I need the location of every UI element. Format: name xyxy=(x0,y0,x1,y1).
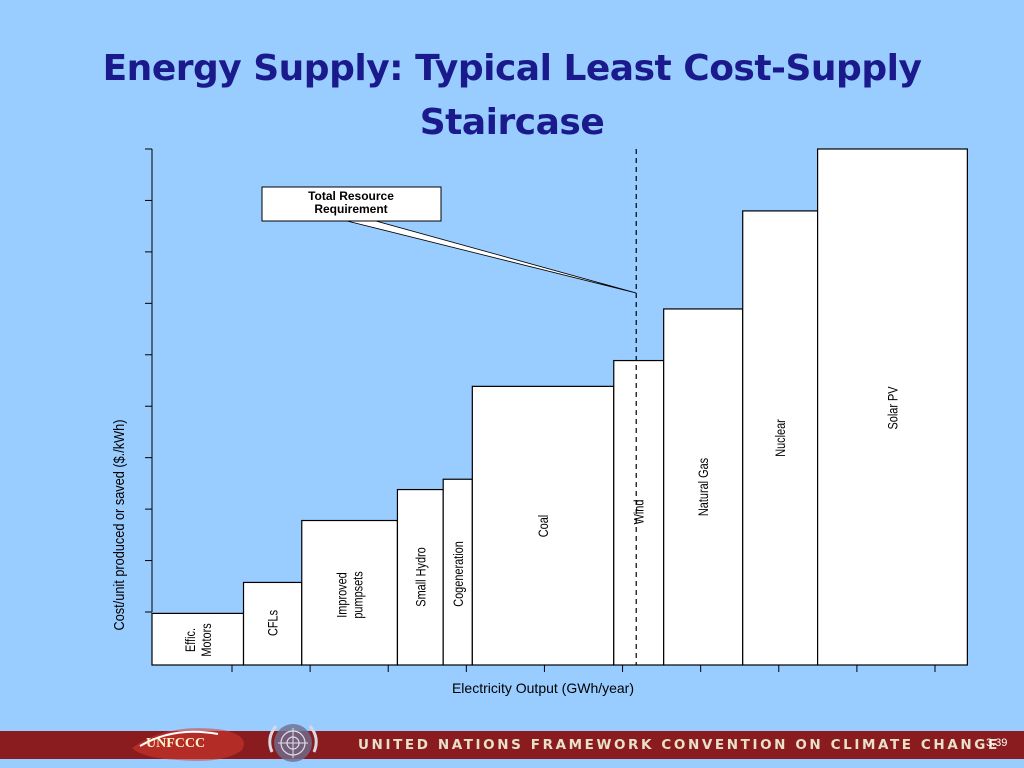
annotation-label: Total Resource Requirement xyxy=(308,189,394,216)
bar-label-line: Small Hydro xyxy=(413,547,429,606)
bar-wind xyxy=(613,359,665,666)
page-title-line2: Staircase xyxy=(419,102,605,143)
annotation-pointer xyxy=(334,217,637,294)
footer-text: UNITED NATIONS FRAMEWORK CONVENTION ON C… xyxy=(358,737,1000,753)
annotation-box xyxy=(261,186,442,222)
bar-label-line: pumpsets xyxy=(350,571,366,618)
bar-label: Effic.Motors xyxy=(182,623,214,656)
bar-label-line: Cogeneration xyxy=(450,541,466,607)
bar-label-line: Effic. xyxy=(182,628,198,652)
bar-small-hydro xyxy=(396,488,444,666)
bar-natural-gas xyxy=(663,308,744,666)
bar-label: Nuclear xyxy=(773,419,789,457)
bar-label: Improvedpumpsets xyxy=(334,571,366,618)
bar-label: Wind xyxy=(631,500,647,525)
bar-label: CFLs xyxy=(265,610,281,636)
y-axis-label: Cost/unit produced or saved ($./kWh) xyxy=(110,420,127,631)
bar-label-line: Coal xyxy=(536,515,552,537)
bar-label-line: Natural Gas xyxy=(696,458,712,516)
bar-label: Small Hydro xyxy=(413,547,429,606)
bar-label: Coal xyxy=(536,515,552,537)
bar-label: Solar PV xyxy=(885,386,901,430)
staircase-chart: Effic.Motors CFLs Improvedpumpsets Small Hy… xyxy=(110,148,968,696)
bar-improved-pumpsets xyxy=(301,519,399,666)
bar-label-line: Nuclear xyxy=(773,419,789,457)
annotation-label-line: Requirement xyxy=(314,202,387,216)
bar-label-line: Wind xyxy=(631,500,647,525)
bar-label-line: Motors xyxy=(198,623,214,656)
un-emblem-icon xyxy=(268,724,318,762)
unfccc-logo-text: UNFCCC xyxy=(146,736,205,751)
bar-solar-pv xyxy=(816,148,968,666)
page-title-line1: Energy Supply: Typical Least Cost-Supply xyxy=(102,48,922,89)
annotation-label-line: Total Resource xyxy=(308,189,394,203)
bar-label: Cogeneration xyxy=(450,541,466,607)
unfccc-logo-icon: UNFCCC xyxy=(132,728,244,761)
page-title: Energy Supply: Typical Least Cost-Supply… xyxy=(0,42,1024,150)
bar-nuclear xyxy=(742,210,819,666)
bar-coal xyxy=(471,385,615,666)
bar-label-line: Solar PV xyxy=(885,386,901,430)
bar-cogeneration xyxy=(442,478,473,666)
bar-label-line: Improved xyxy=(334,572,350,618)
bar-label: Natural Gas xyxy=(696,458,712,516)
page-number: 3.39 xyxy=(986,737,1008,749)
x-axis-label: Electricity Output (GWh/year) xyxy=(452,680,634,696)
bar-label-line: CFLs xyxy=(265,610,281,636)
